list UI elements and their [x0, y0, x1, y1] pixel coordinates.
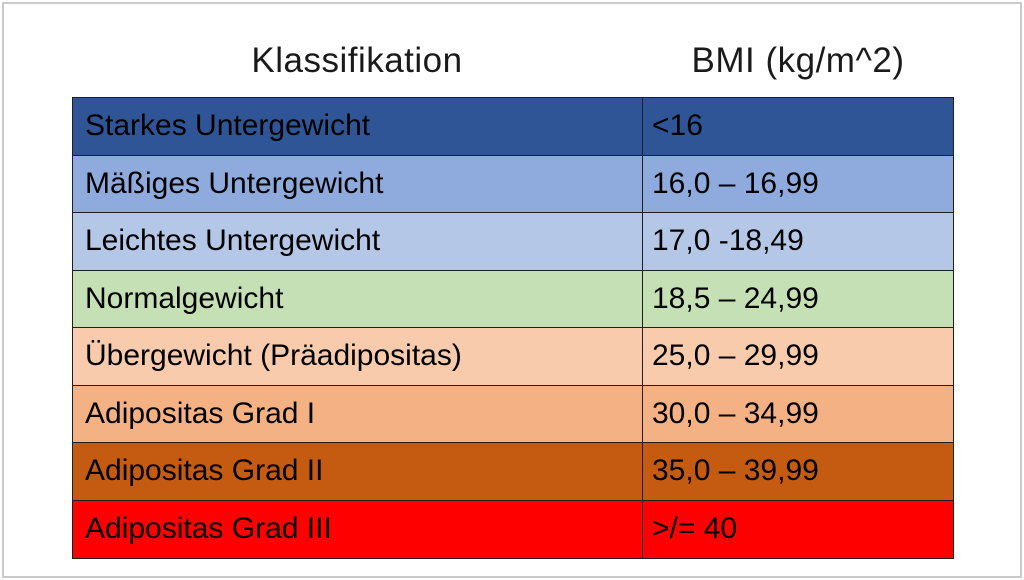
bmi-range-cell: 35,0 – 39,99 — [652, 454, 819, 488]
table-row: Adipositas Grad I 30,0 – 34,99 — [73, 385, 953, 443]
table-row: Übergewicht (Präadipositas) 25,0 – 29,99 — [73, 328, 953, 386]
bmi-range-cell: 16,0 – 16,99 — [652, 166, 819, 200]
bmi-classification-table: Starkes Untergewicht <16 Mäßiges Unterge… — [72, 97, 954, 559]
bmi-range-cell: 25,0 – 29,99 — [652, 339, 819, 373]
table-row: Normalgewicht 18,5 – 24,99 — [73, 270, 953, 328]
table-header-row: Klassifikation BMI (kg/m^2) — [72, 32, 954, 90]
column-header-bmi: BMI (kg/m^2) — [691, 41, 905, 80]
bmi-range-cell: 30,0 – 34,99 — [652, 396, 819, 430]
classification-cell: Normalgewicht — [73, 270, 643, 327]
bmi-range-cell: >/= 40 — [652, 512, 738, 546]
classification-cell: Adipositas Grad I — [73, 385, 643, 442]
table-row: Starkes Untergewicht <16 — [73, 98, 953, 156]
classification-cell: Übergewicht (Präadipositas) — [73, 328, 643, 385]
classification-cell: Leichtes Untergewicht — [73, 213, 643, 270]
table-row: Leichtes Untergewicht 17,0 -18,49 — [73, 213, 953, 271]
bmi-range-cell: <16 — [652, 109, 703, 143]
column-header-klassifikation: Klassifikation — [251, 41, 463, 80]
table-row: Adipositas Grad II 35,0 – 39,99 — [73, 443, 953, 501]
classification-cell: Adipositas Grad III — [73, 500, 643, 558]
table-row: Mäßiges Untergewicht 16,0 – 16,99 — [73, 155, 953, 213]
table-row: Adipositas Grad III >/= 40 — [73, 500, 953, 558]
bmi-range-cell: 17,0 -18,49 — [652, 224, 804, 258]
classification-cell: Starkes Untergewicht — [73, 98, 643, 155]
bmi-range-cell: 18,5 – 24,99 — [652, 281, 819, 315]
classification-cell: Adipositas Grad II — [73, 443, 643, 500]
classification-cell: Mäßiges Untergewicht — [73, 155, 643, 212]
